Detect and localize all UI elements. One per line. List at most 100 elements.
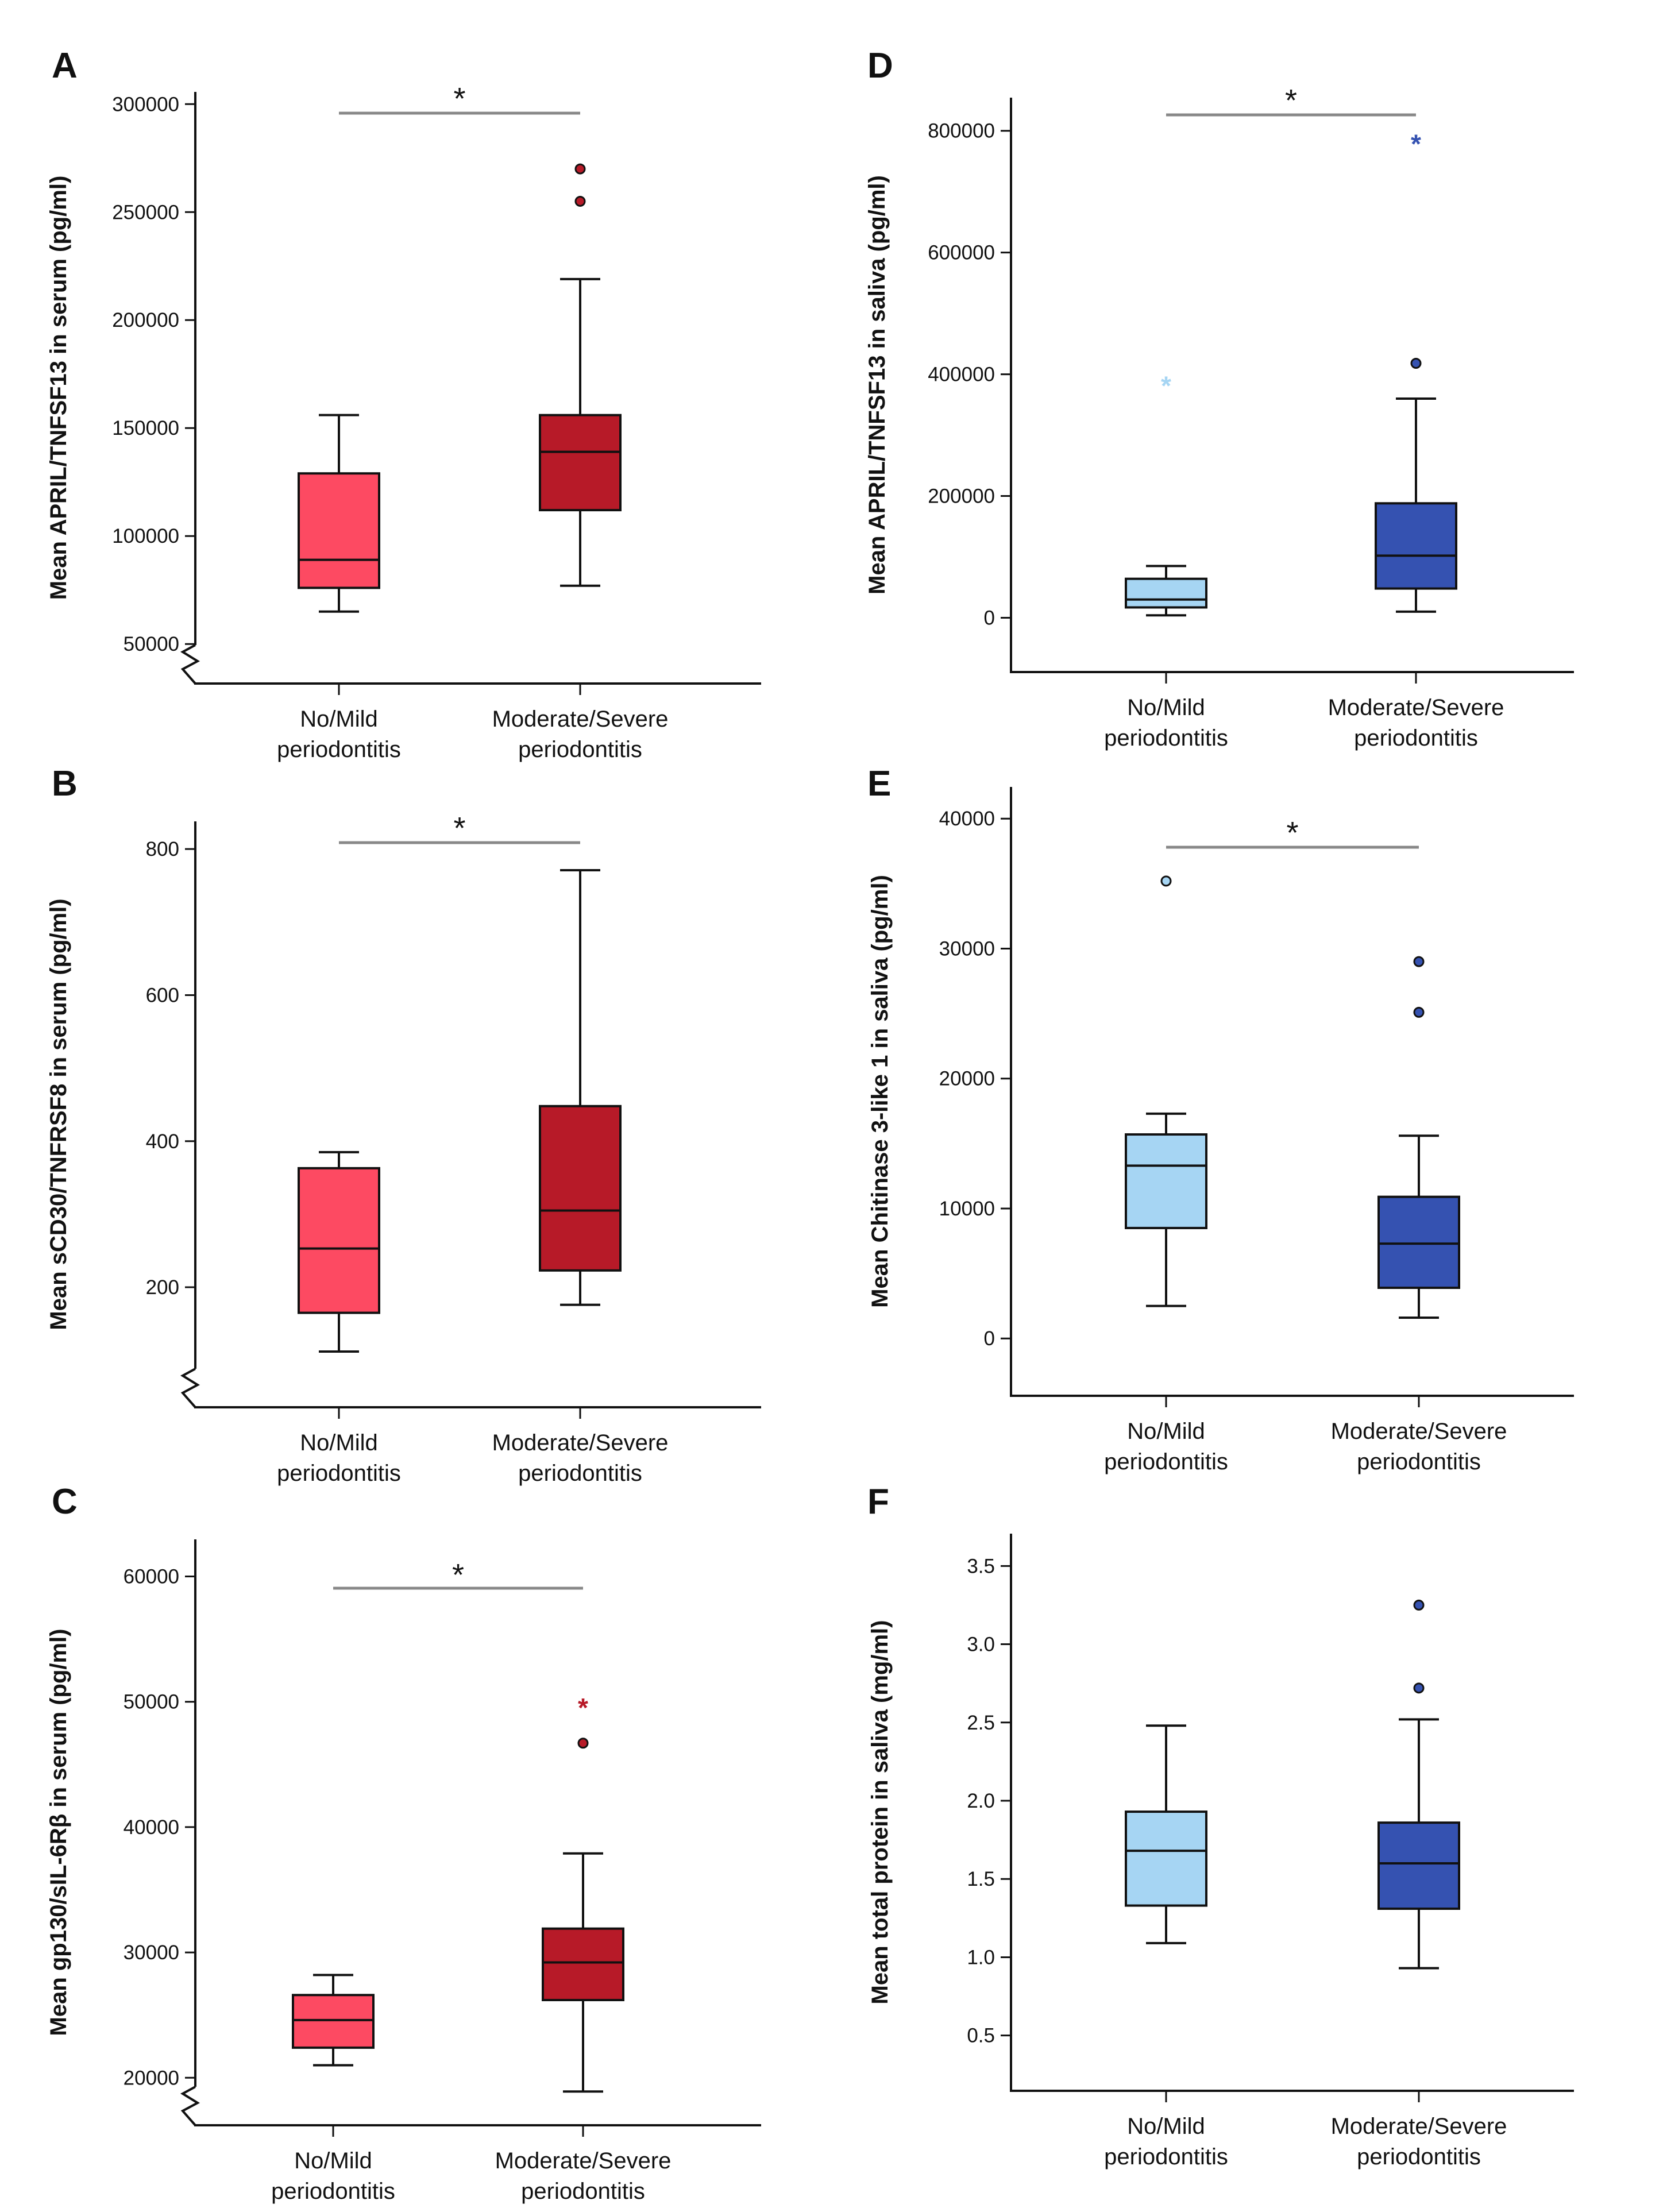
box-moderate-severe bbox=[539, 163, 622, 587]
panel-letter: C bbox=[52, 1482, 78, 1522]
panel-c: C 20000 30000 40000 50000 60000 Mean gp130/sIL… bbox=[46, 1482, 761, 2204]
y-tick-label: 800000 bbox=[928, 120, 995, 142]
y-tick-label: 1.0 bbox=[967, 1946, 995, 1968]
y-axis-title: Mean sCD30/TNFRSF8 in serum (pg/ml) bbox=[46, 898, 71, 1330]
y-tick-label: 2.5 bbox=[967, 1712, 995, 1734]
x-category-label: No/Mild bbox=[1127, 1419, 1205, 1444]
box-moderate-severe bbox=[1377, 1599, 1460, 1970]
panel-a: A 50000 100000 150000 200000 250000 300000 Mean… bbox=[46, 46, 761, 762]
x-category-label: periodontitis bbox=[518, 1461, 642, 1486]
x-category-label: Moderate/Severe bbox=[1331, 1419, 1507, 1444]
box-no-mild bbox=[1125, 1724, 1207, 1944]
x-category-label: No/Mild bbox=[1127, 2114, 1205, 2139]
y-tick-label: 400 bbox=[146, 1130, 179, 1153]
panel-f: F 0.5 1.0 1.5 2.0 2.5 3.0 3.5 Mean total protein… bbox=[867, 1482, 1574, 2169]
significance-star: * bbox=[453, 811, 465, 846]
x-category-label: Moderate/Severe bbox=[492, 707, 669, 732]
y-axis-title: Mean total protein in saliva (mg/ml) bbox=[867, 1620, 893, 2005]
y-tick-label: 600 bbox=[146, 984, 179, 1006]
box-iqr bbox=[298, 1167, 380, 1314]
x-category-label: periodontitis bbox=[1354, 725, 1478, 751]
box-iqr bbox=[1125, 1133, 1207, 1229]
x-category-label: No/Mild bbox=[294, 2148, 372, 2174]
y-axis-title: Mean gp130/sIL-6Rβ in serum (pg/ml) bbox=[46, 1629, 71, 2036]
y-tick-label: 20000 bbox=[939, 1068, 995, 1090]
box-moderate-severe: * bbox=[1375, 129, 1457, 613]
x-category-label: periodontitis bbox=[277, 737, 401, 762]
x-category-label: periodontitis bbox=[1357, 1449, 1481, 1474]
box-iqr bbox=[1377, 1195, 1460, 1289]
box-moderate-severe bbox=[1377, 956, 1460, 1319]
panel-letter: D bbox=[867, 46, 893, 86]
x-category-label: No/Mild bbox=[300, 1430, 378, 1456]
panel-letter: E bbox=[867, 764, 891, 804]
x-category-label: periodontitis bbox=[1104, 1449, 1228, 1474]
y-tick-label: 200 bbox=[146, 1276, 179, 1299]
box-iqr bbox=[539, 1105, 622, 1272]
y-axis-title: Mean APRIL/TNFSF13 in saliva (pg/ml) bbox=[865, 175, 890, 595]
y-tick-label: 800 bbox=[146, 838, 179, 860]
outlier-point bbox=[1413, 1006, 1425, 1018]
box-no-mild bbox=[298, 414, 380, 613]
y-tick-label: 0 bbox=[984, 607, 995, 629]
box-iqr bbox=[542, 1927, 624, 2002]
outlier-point bbox=[574, 195, 586, 207]
x-category-label: periodontitis bbox=[1104, 725, 1228, 751]
box-iqr bbox=[1125, 577, 1207, 609]
box-no-mild bbox=[1125, 875, 1207, 1307]
box-moderate-severe: * bbox=[542, 1693, 624, 2093]
y-tick-label: 3.0 bbox=[967, 1634, 995, 1656]
y-tick-label: 40000 bbox=[939, 808, 995, 830]
y-tick-label: 400000 bbox=[928, 364, 995, 386]
y-tick-label: 150000 bbox=[112, 417, 179, 439]
y-axis-break bbox=[180, 644, 200, 685]
y-tick-label: 3.5 bbox=[967, 1555, 995, 1577]
y-tick-label: 30000 bbox=[124, 1941, 179, 1964]
panel-b: B 200 400 600 800 Mean sCD30/TNFRSF8 in serum… bbox=[46, 764, 761, 1486]
extreme-value-star: * bbox=[1161, 370, 1171, 400]
panel-d: D 0 200000 400000 600000 800000 Mean APRIL/TNF… bbox=[865, 46, 1574, 751]
box-iqr bbox=[1377, 1821, 1460, 1910]
x-category-label: Moderate/Severe bbox=[1328, 695, 1504, 720]
y-tick-label: 50000 bbox=[124, 1691, 179, 1713]
panel-letter: B bbox=[52, 764, 78, 804]
box-iqr bbox=[298, 472, 380, 589]
y-axis-title: Mean Chitinase 3-like 1 in saliva (pg/ml… bbox=[867, 875, 893, 1308]
x-category-label: Moderate/Severe bbox=[495, 2148, 672, 2174]
y-tick-label: 10000 bbox=[939, 1198, 995, 1220]
y-tick-label: 600000 bbox=[928, 242, 995, 264]
x-category-label: Moderate/Severe bbox=[492, 1430, 669, 1456]
box-no-mild bbox=[292, 1974, 375, 2067]
y-tick-label: 200000 bbox=[928, 485, 995, 508]
y-axis-break bbox=[180, 1368, 200, 1408]
x-category-label: periodontitis bbox=[277, 1461, 401, 1486]
x-category-label: periodontitis bbox=[521, 2179, 645, 2204]
panel-letter: F bbox=[867, 1482, 889, 1522]
y-tick-label: 250000 bbox=[112, 201, 179, 223]
y-tick-label: 2.0 bbox=[967, 1790, 995, 1812]
outlier-point bbox=[1410, 358, 1422, 369]
y-tick-label: 200000 bbox=[112, 309, 179, 331]
box-iqr bbox=[292, 1994, 375, 2049]
y-tick-label: 0.5 bbox=[967, 2025, 995, 2047]
panel-e: E 0 10000 20000 30000 40000 Mean Chitinase 3-l… bbox=[867, 764, 1574, 1474]
box-no-mild: * bbox=[1125, 370, 1207, 617]
outlier-point bbox=[1413, 956, 1425, 967]
x-category-label: periodontitis bbox=[518, 737, 642, 762]
y-tick-label: 50000 bbox=[124, 633, 179, 655]
box-no-mild bbox=[298, 1151, 380, 1353]
box-iqr bbox=[539, 414, 622, 512]
y-tick-label: 20000 bbox=[124, 2067, 179, 2089]
y-tick-label: 40000 bbox=[124, 1816, 179, 1839]
x-category-label: periodontitis bbox=[1104, 2144, 1228, 2169]
outlier-point bbox=[1160, 875, 1172, 887]
outlier-point bbox=[577, 1738, 589, 1749]
x-category-label: Moderate/Severe bbox=[1331, 2114, 1507, 2139]
box-iqr bbox=[1375, 502, 1457, 590]
y-tick-label: 0 bbox=[984, 1327, 995, 1350]
y-axis-title: Mean APRIL/TNFSF13 in serum (pg/ml) bbox=[46, 176, 71, 600]
outlier-point bbox=[574, 163, 586, 175]
significance-star: * bbox=[453, 82, 465, 116]
extreme-value-star: * bbox=[578, 1693, 588, 1723]
outlier-point bbox=[1413, 1599, 1425, 1611]
